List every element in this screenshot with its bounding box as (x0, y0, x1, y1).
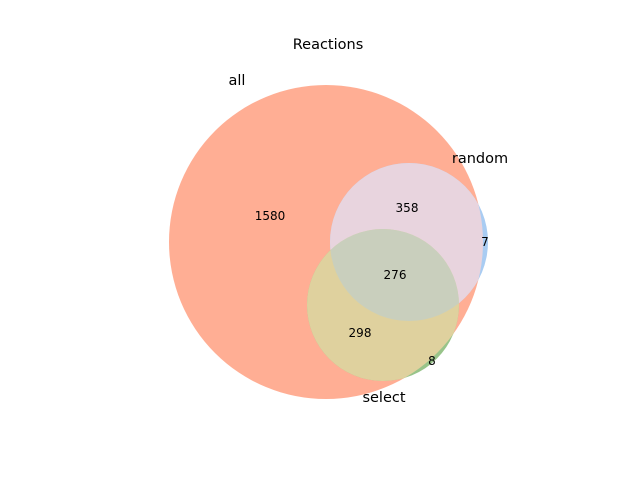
count-all-only: 1580 (255, 209, 286, 223)
set-label-all: all (229, 73, 246, 89)
count-all-random-select: 276 (384, 268, 407, 282)
count-random-only: 7 (481, 235, 489, 249)
count-all-random: 358 (396, 201, 419, 215)
set-label-random: random (452, 151, 508, 167)
set-label-select: select (362, 390, 405, 406)
count-select-only: 8 (428, 354, 436, 368)
count-all-select: 298 (349, 326, 372, 340)
diagram-title: Reactions (293, 37, 364, 53)
